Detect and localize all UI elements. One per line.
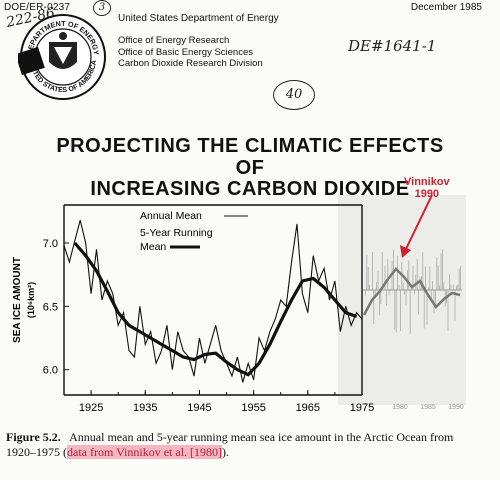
vinnikov-arrow-head [400, 245, 411, 258]
figure-caption: Figure 5.2. Annual mean and 5-year runni… [6, 430, 486, 460]
x-tick-label: 1965 [296, 402, 320, 414]
legend-label: 5-Year Running [140, 227, 213, 239]
office-list: Office of Energy Research Office of Basi… [118, 35, 263, 70]
sea-ice-chart: 1980 1985 1990 6.0 6.5 7.0 1925 1935 1945 1955 196… [12, 195, 466, 414]
overlay-tick-label: 1990 [448, 404, 464, 411]
document-date: December 1985 [410, 2, 482, 13]
vinnikov-label-line: 1990 [414, 188, 440, 200]
legend-label: Annual Mean [140, 210, 202, 222]
handwritten-number-right: DE#1641-1 [348, 37, 437, 55]
x-tick-label: 1955 [241, 402, 265, 414]
y-axis-label: SEA ICE AMOUNT [12, 257, 23, 343]
y-tick-label: 6.5 [43, 301, 58, 313]
caption-highlight: data from Vinnikov et al. [1980] [67, 445, 223, 459]
legend-label: Mean [140, 241, 166, 253]
overlay-series-line [362, 267, 461, 316]
figure-number: Figure 5.2. [6, 430, 61, 444]
office-line: Carbon Dioxide Research Division [118, 58, 263, 69]
vinnikov-label: Vinnikov 1990 [404, 176, 450, 200]
annual-mean-line [63, 220, 363, 383]
y-tick-label: 6.0 [43, 365, 58, 377]
caption-end: ). [222, 445, 230, 459]
office-line: Office of Basic Energy Sciences [118, 46, 253, 58]
document-id: DOE/ER-0237 [4, 2, 71, 13]
handwritten-circled-40: 40 [273, 80, 315, 110]
y-axis-units: (10⁶km²) [26, 282, 36, 318]
office-line: Office of Energy Research [118, 35, 230, 46]
x-tick-label: 1925 [79, 402, 103, 414]
x-tick-label: 1975 [350, 402, 374, 414]
overlay-tick-label: 1980 [392, 404, 408, 411]
vinnikov-arrow-line [405, 195, 433, 250]
page-title-line: INCREASING CARBON DIOXIDE [90, 178, 410, 200]
agency-name: United States Department of Energy [118, 13, 279, 24]
x-tick-label: 1945 [187, 402, 211, 414]
page-title-line: PROJECTING THE CLIMATIC EFFECTS [56, 135, 444, 157]
page-title-line: OF [235, 157, 265, 179]
overlay-tick-label: 1985 [420, 404, 436, 411]
chart-legend: Annual Mean 5-Year Running Mean [140, 210, 248, 253]
handwritten-circled-number: 3 [93, 0, 111, 16]
x-tick-label: 1935 [133, 402, 157, 414]
running-mean-line [73, 241, 358, 377]
vinnikov-overlay-panel: 1980 1985 1990 [338, 195, 466, 411]
doe-seal-logo: DEPARTMENT OF ENERGY UNITED STATES OF AM… [18, 14, 106, 100]
y-tick-label: 7.0 [43, 238, 58, 250]
caption-text: Annual mean and 5-year running mean sea … [6, 430, 454, 459]
vinnikov-label-line: Vinnikov [404, 176, 450, 188]
